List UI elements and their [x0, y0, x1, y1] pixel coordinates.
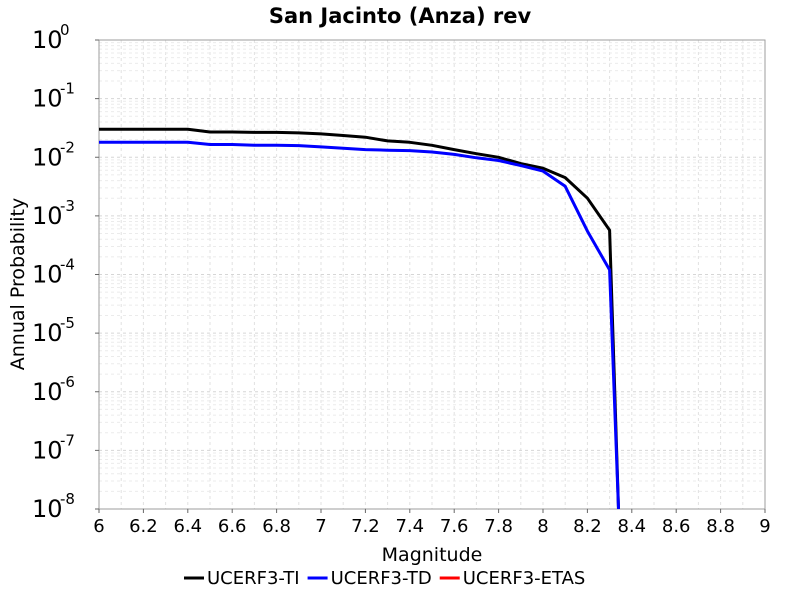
x-tick-label: 9: [759, 516, 770, 537]
y-tick-base: 10: [32, 319, 63, 347]
legend-item: UCERF3-TD: [307, 568, 432, 589]
y-tick-exponent: -8: [60, 490, 75, 508]
y-tick-label: 10-3: [32, 197, 75, 230]
x-tick-label: 6.8: [262, 516, 291, 537]
legend-label: UCERF3-TD: [331, 568, 432, 589]
y-tick-base: 10: [32, 143, 63, 171]
x-tick-label: 8.6: [662, 516, 691, 537]
y-tick-label: 10-1: [32, 80, 75, 113]
x-tick-label: 8.8: [706, 516, 735, 537]
x-axis-ticks: 6 6.2 6.4 6.6 6.8 7 7.2 7.4 7.6 7.8 8 8.2 8.4 8.6 8.8 9: [93, 509, 771, 537]
y-tick-exponent: -6: [60, 373, 75, 391]
y-tick-label: 10-7: [32, 431, 75, 464]
x-tick-label: 7.6: [440, 516, 469, 537]
y-tick-label: 10-4: [32, 256, 75, 289]
grid: [98, 40, 766, 510]
y-tick-label: 100: [32, 21, 70, 54]
y-tick-label: 10-6: [32, 373, 75, 406]
x-tick-label: 8.4: [617, 516, 646, 537]
y-tick-exponent: -2: [60, 138, 75, 156]
x-tick-label: 6.4: [173, 516, 202, 537]
legend-label: UCERF3-TI: [207, 568, 300, 589]
y-tick-label: 10-5: [32, 314, 75, 347]
series-line-ucerf3-ti: [99, 127, 620, 510]
legend-item: UCERF3-ETAS: [439, 568, 586, 589]
y-tick-exponent: 0: [60, 21, 70, 39]
y-tick-exponent: -3: [60, 197, 75, 215]
y-tick-base: 10: [32, 26, 63, 54]
x-tick-label: 7.2: [351, 516, 380, 537]
y-tick-base: 10: [32, 261, 63, 289]
x-tick-label: 6.2: [129, 516, 158, 537]
x-axis-label: Magnitude: [382, 544, 483, 566]
x-tick-label: 8.2: [573, 516, 602, 537]
y-tick-label: 10-8: [32, 490, 75, 523]
x-tick-label: 8: [537, 516, 548, 537]
y-tick-exponent: -5: [60, 314, 75, 332]
series-lines: [99, 127, 620, 510]
x-tick-label: 7.4: [395, 516, 424, 537]
y-tick-exponent: -7: [60, 431, 75, 449]
x-tick-label: 7.8: [484, 516, 513, 537]
y-tick-base: 10: [32, 378, 63, 406]
legend-label: UCERF3-ETAS: [463, 568, 586, 589]
y-axis-label: Annual Probability: [7, 198, 29, 371]
y-tick-label: 10-2: [32, 138, 75, 171]
legend-item: UCERF3-TI: [184, 568, 300, 589]
legend: UCERF3-TI UCERF3-TD UCERF3-ETAS: [184, 568, 585, 589]
series-line-ucerf3-td: [99, 140, 620, 510]
x-tick-label: 6.6: [218, 516, 247, 537]
x-tick-label: 6: [93, 516, 104, 537]
chart-title: San Jacinto (Anza) rev: [269, 4, 532, 28]
x-tick-label: 7: [315, 516, 326, 537]
y-tick-base: 10: [32, 436, 63, 464]
y-tick-base: 10: [32, 85, 63, 113]
y-tick-base: 10: [32, 202, 63, 230]
y-tick-base: 10: [32, 495, 63, 523]
y-tick-exponent: -1: [60, 80, 75, 98]
y-tick-exponent: -4: [60, 256, 75, 274]
